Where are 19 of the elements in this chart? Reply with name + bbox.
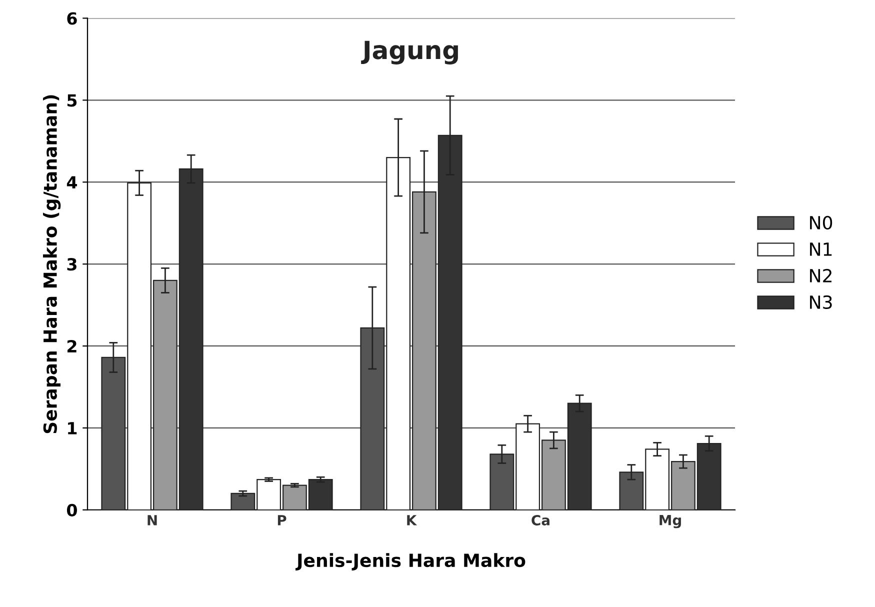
y-tick-label: 5 — [67, 94, 77, 107]
y-axis-title: Serapan Hara Makro (g/tanaman) — [43, 95, 61, 434]
legend-label: N0 — [810, 216, 832, 230]
legend-label: N1 — [810, 242, 832, 256]
legend-label: N2 — [810, 268, 832, 282]
x-tick-label: N — [148, 515, 157, 526]
x-tick-label: K — [407, 515, 418, 526]
y-tick-label: 6 — [67, 12, 77, 25]
legend-label: N3 — [810, 295, 832, 310]
x-tick-label: P — [278, 515, 286, 526]
y-tick-label: 4 — [66, 176, 78, 188]
x-axis-title: Jenis-Jenis Hara Makro — [296, 553, 526, 571]
y-tick-label: 1 — [68, 422, 77, 434]
x-tick-label: Ca — [532, 514, 550, 526]
y-tick-label: 0 — [66, 504, 77, 516]
text: Jagung — [361, 40, 458, 64]
y-tick-label: 3 — [67, 258, 76, 271]
y-tick-label: 2 — [68, 340, 76, 352]
x-tick-label: Mg — [660, 515, 681, 528]
